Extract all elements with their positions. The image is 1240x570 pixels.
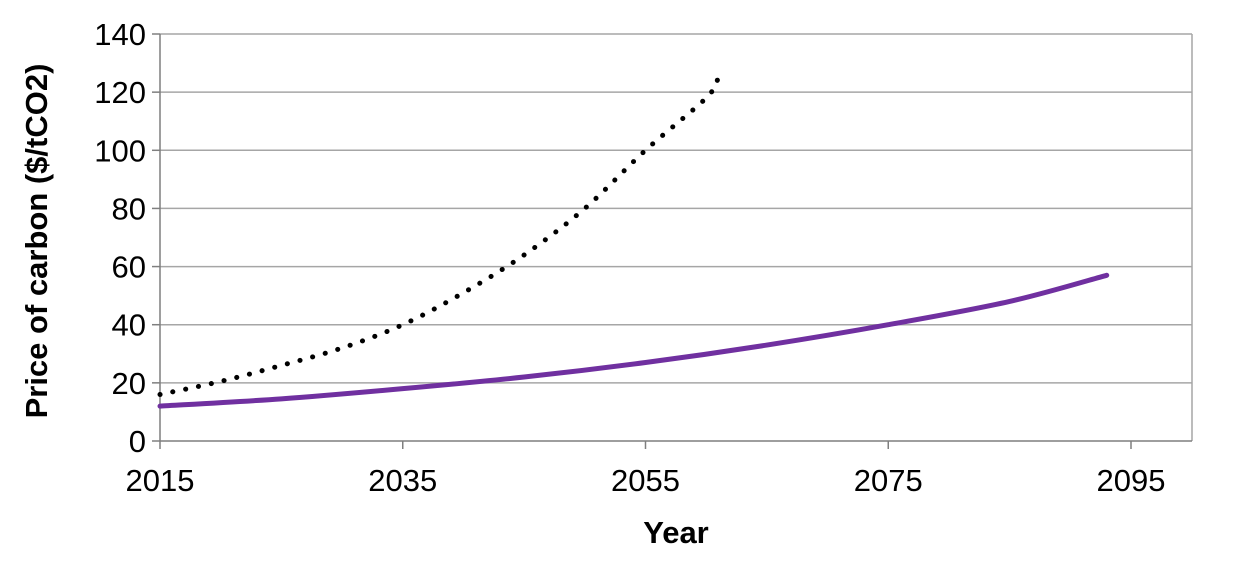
x-tick-label: 2035 bbox=[368, 463, 437, 498]
y-tick-label: 40 bbox=[112, 308, 146, 343]
tick-labels: 0 20 40 60 80 100 120 140 2015 2035 2055 2075 2095 bbox=[94, 17, 1165, 498]
y-axis-title: Price of carbon ($/tCO2) bbox=[19, 64, 54, 419]
y-tick-label: 80 bbox=[112, 191, 146, 226]
x-tick-label: 2075 bbox=[854, 463, 923, 498]
x-tick-label: 2095 bbox=[1097, 463, 1166, 498]
data-series bbox=[157, 75, 1110, 409]
series-line-dotted bbox=[157, 75, 721, 397]
y-tick-label: 60 bbox=[112, 250, 146, 285]
axes bbox=[152, 33, 1192, 449]
y-tick-label: 140 bbox=[94, 17, 146, 52]
y-tick-label: 20 bbox=[112, 366, 146, 401]
y-tick-label: 120 bbox=[94, 75, 146, 110]
y-tick-label: 100 bbox=[94, 133, 146, 168]
y-tick-label: 0 bbox=[129, 424, 146, 459]
series-line-solid bbox=[157, 272, 1110, 409]
x-tick-label: 2055 bbox=[611, 463, 680, 498]
x-tick-label: 2015 bbox=[126, 463, 195, 498]
x-axis-title: Year bbox=[643, 515, 709, 550]
gridlines bbox=[160, 33, 1193, 441]
